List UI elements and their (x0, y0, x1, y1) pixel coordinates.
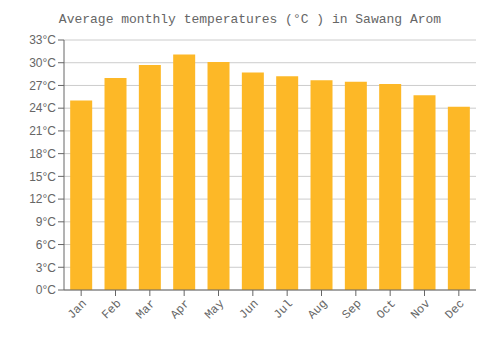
svg-text:Mar: Mar (134, 297, 159, 322)
svg-text:0°C: 0°C (36, 283, 56, 297)
svg-text:18°C: 18°C (29, 147, 56, 161)
svg-text:12°C: 12°C (29, 192, 56, 206)
svg-text:3°C: 3°C (36, 261, 56, 275)
svg-text:9°C: 9°C (36, 215, 56, 229)
svg-text:Nov: Nov (408, 297, 433, 322)
svg-text:27°C: 27°C (29, 79, 56, 93)
svg-text:Jul: Jul (271, 297, 296, 322)
svg-text:21°C: 21°C (29, 124, 56, 138)
svg-text:Jun: Jun (237, 297, 262, 322)
svg-text:Apr: Apr (168, 297, 193, 322)
svg-text:15°C: 15°C (29, 170, 56, 184)
html-text:Average monthly temperatures (: Average monthly temperatures (°C ) in Sa… (58, 12, 442, 27)
svg-text:33°C: 33°C (29, 33, 56, 47)
svg-text:Feb: Feb (99, 297, 124, 322)
svg-text:30°C: 30°C (29, 56, 56, 70)
svg-text:24°C: 24°C (29, 101, 56, 115)
svg-text:Aug: Aug (305, 297, 330, 322)
svg-text:Dec: Dec (443, 297, 468, 322)
svg-text:Sep: Sep (340, 297, 365, 322)
svg-text:Oct: Oct (374, 297, 399, 322)
svg-text:Jan: Jan (65, 297, 90, 322)
svg-text:6°C: 6°C (36, 238, 56, 252)
svg-text:May: May (202, 297, 227, 322)
